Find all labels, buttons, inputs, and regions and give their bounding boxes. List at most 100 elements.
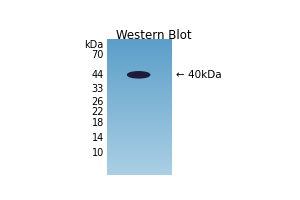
- Bar: [107, 48, 172, 49]
- Bar: [107, 99, 172, 100]
- Bar: [107, 47, 172, 48]
- Bar: [107, 53, 172, 54]
- Bar: [107, 140, 172, 141]
- Text: Western Blot: Western Blot: [116, 29, 192, 42]
- Bar: [107, 66, 172, 67]
- Bar: [107, 98, 172, 99]
- Bar: [107, 128, 172, 129]
- Bar: [107, 54, 172, 55]
- Text: 44: 44: [92, 70, 104, 80]
- Bar: [107, 138, 172, 139]
- Text: 70: 70: [92, 50, 104, 60]
- Bar: [107, 143, 172, 144]
- Bar: [107, 134, 172, 135]
- Bar: [107, 137, 172, 138]
- Bar: [107, 170, 172, 171]
- Bar: [107, 152, 172, 153]
- Bar: [107, 144, 172, 145]
- Bar: [107, 121, 172, 122]
- Bar: [107, 103, 172, 104]
- Text: 26: 26: [92, 97, 104, 107]
- Bar: [107, 63, 172, 64]
- Bar: [107, 169, 172, 170]
- Bar: [107, 122, 172, 123]
- Bar: [107, 112, 172, 113]
- Bar: [107, 51, 172, 52]
- Bar: [107, 107, 172, 108]
- Bar: [107, 76, 172, 77]
- Text: ← 40kDa: ← 40kDa: [176, 70, 221, 80]
- Bar: [107, 46, 172, 47]
- Bar: [107, 172, 172, 173]
- Bar: [107, 60, 172, 61]
- Bar: [107, 78, 172, 79]
- Bar: [107, 89, 172, 90]
- Bar: [107, 79, 172, 80]
- Bar: [107, 70, 172, 71]
- Bar: [107, 156, 172, 157]
- Bar: [107, 125, 172, 126]
- Text: 33: 33: [92, 84, 104, 94]
- Bar: [107, 124, 172, 125]
- Bar: [107, 136, 172, 137]
- Bar: [107, 55, 172, 56]
- Bar: [107, 95, 172, 96]
- Bar: [107, 75, 172, 76]
- Bar: [107, 102, 172, 103]
- Bar: [107, 167, 172, 168]
- Bar: [107, 146, 172, 147]
- Bar: [107, 87, 172, 88]
- Bar: [107, 94, 172, 95]
- Bar: [107, 77, 172, 78]
- Bar: [107, 40, 172, 41]
- Bar: [107, 42, 172, 43]
- Bar: [107, 71, 172, 72]
- Bar: [107, 93, 172, 94]
- Bar: [107, 110, 172, 111]
- Bar: [107, 174, 172, 175]
- Text: 22: 22: [91, 107, 104, 117]
- Bar: [107, 115, 172, 116]
- Bar: [107, 155, 172, 156]
- Bar: [107, 41, 172, 42]
- Bar: [107, 168, 172, 169]
- Bar: [107, 86, 172, 87]
- Bar: [107, 164, 172, 165]
- Bar: [107, 161, 172, 162]
- Bar: [107, 114, 172, 115]
- Bar: [107, 126, 172, 127]
- Text: 14: 14: [92, 133, 104, 143]
- Text: 18: 18: [92, 118, 104, 128]
- Bar: [107, 141, 172, 142]
- Bar: [107, 173, 172, 174]
- Bar: [107, 139, 172, 140]
- Bar: [107, 74, 172, 75]
- Bar: [107, 59, 172, 60]
- Bar: [107, 157, 172, 158]
- Bar: [107, 64, 172, 65]
- Bar: [107, 80, 172, 81]
- Bar: [107, 171, 172, 172]
- Bar: [107, 73, 172, 74]
- Bar: [107, 58, 172, 59]
- Bar: [107, 108, 172, 109]
- Bar: [107, 85, 172, 86]
- Ellipse shape: [128, 72, 150, 78]
- Bar: [107, 147, 172, 148]
- Bar: [107, 56, 172, 57]
- Bar: [107, 91, 172, 92]
- Bar: [107, 145, 172, 146]
- Bar: [107, 62, 172, 63]
- Bar: [107, 57, 172, 58]
- Bar: [107, 61, 172, 62]
- Bar: [107, 129, 172, 130]
- Bar: [107, 123, 172, 124]
- Bar: [107, 117, 172, 118]
- Bar: [107, 159, 172, 160]
- Bar: [107, 166, 172, 167]
- Bar: [107, 68, 172, 69]
- Bar: [107, 72, 172, 73]
- Bar: [107, 109, 172, 110]
- Bar: [107, 150, 172, 151]
- Bar: [107, 142, 172, 143]
